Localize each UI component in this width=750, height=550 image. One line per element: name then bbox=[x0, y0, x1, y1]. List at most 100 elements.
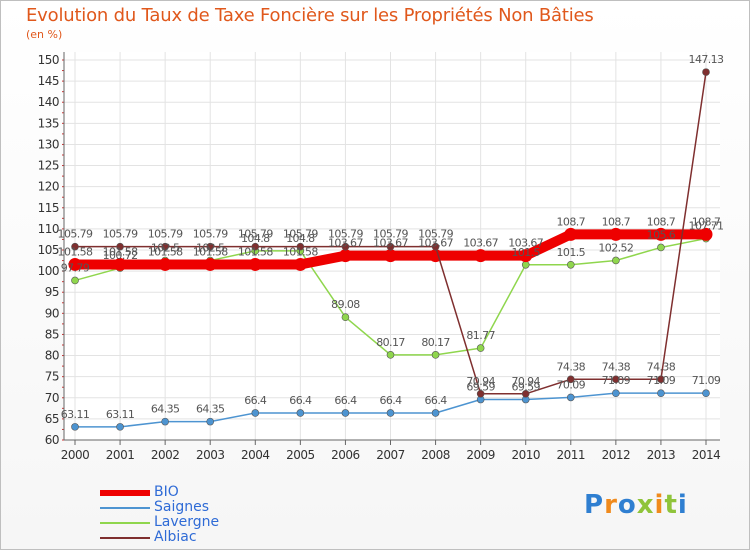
data-label-saignes: 71.09 bbox=[647, 374, 676, 387]
data-label-lavergne: 97.79 bbox=[61, 261, 90, 274]
y-tick-label: 60 bbox=[45, 433, 59, 447]
data-label-lavergne: 102.5 bbox=[196, 242, 225, 255]
y-tick-label: 90 bbox=[45, 306, 59, 320]
data-label-lavergne: 105.6 bbox=[647, 228, 676, 241]
data-label-albiac: 105.79 bbox=[193, 228, 228, 241]
y-tick-label: 70 bbox=[45, 391, 59, 405]
y-tick-label: 105 bbox=[38, 243, 59, 257]
data-point-bio bbox=[384, 249, 397, 263]
data-label-albiac: 105.79 bbox=[373, 228, 408, 241]
data-point-bio bbox=[564, 227, 578, 241]
logo-letter: t bbox=[664, 490, 678, 520]
data-label-lavergne: 80.17 bbox=[376, 336, 405, 349]
data-label-lavergne: 80.17 bbox=[421, 336, 450, 349]
x-tick-label: 2005 bbox=[286, 448, 315, 462]
y-axis-unit: (en %) bbox=[26, 28, 63, 41]
data-point-saignes bbox=[612, 389, 620, 397]
data-label-bio: 103.67 bbox=[508, 237, 543, 250]
y-tick-label: 80 bbox=[45, 349, 59, 363]
data-point-albiac bbox=[251, 242, 260, 251]
data-label-bio: 101.58 bbox=[193, 245, 228, 258]
data-label-lavergne: 100.72 bbox=[103, 249, 138, 262]
data-label-bio: 108.7 bbox=[557, 215, 586, 228]
data-label-lavergne: 81.77 bbox=[466, 329, 495, 342]
data-label-bio: 108.7 bbox=[602, 215, 631, 228]
data-label-bio: 103.67 bbox=[373, 237, 408, 250]
data-point-albiac bbox=[431, 242, 440, 251]
data-point-saignes bbox=[206, 417, 215, 426]
data-point-saignes bbox=[71, 423, 79, 431]
data-label-bio: 101.58 bbox=[238, 245, 273, 258]
data-point-bio bbox=[293, 257, 307, 271]
data-label-saignes: 64.35 bbox=[196, 403, 225, 416]
data-label-bio: 108.7 bbox=[692, 215, 721, 228]
data-point-bio bbox=[203, 257, 217, 271]
data-point-albiac bbox=[521, 390, 530, 398]
x-tick-label: 2000 bbox=[61, 448, 90, 462]
data-point-albiac bbox=[296, 242, 305, 251]
data-label-lavergne: 104.8 bbox=[241, 232, 270, 245]
logo-letter: i bbox=[654, 490, 665, 520]
logo-letter: r bbox=[604, 490, 618, 520]
data-point-saignes bbox=[386, 409, 395, 417]
data-label-lavergne: 101.5 bbox=[557, 246, 586, 259]
x-tick-label: 2014 bbox=[692, 448, 721, 462]
data-point-bio bbox=[113, 257, 127, 271]
y-tick-label: 75 bbox=[45, 370, 59, 384]
data-label-albiac: 70.94 bbox=[511, 375, 540, 388]
logo-letter: i bbox=[677, 490, 688, 520]
y-tick-label: 110 bbox=[38, 222, 59, 236]
data-label-bio: 101.58 bbox=[103, 245, 138, 258]
data-label-saignes: 66.4 bbox=[379, 394, 402, 407]
data-point-bio bbox=[609, 227, 623, 241]
data-label-bio: 101.58 bbox=[58, 245, 93, 258]
legend-label-albiac: Albiac bbox=[154, 529, 197, 545]
legend-label-saignes: Saignes bbox=[154, 499, 210, 515]
data-label-albiac: 74.38 bbox=[602, 360, 631, 373]
logo-letter: x bbox=[636, 490, 655, 520]
data-point-bio bbox=[158, 257, 172, 271]
data-point-saignes bbox=[296, 409, 305, 417]
y-tick-label: 100 bbox=[38, 264, 59, 278]
data-label-albiac: 147.13 bbox=[689, 53, 724, 66]
x-tick-label: 2006 bbox=[331, 448, 360, 462]
data-label-albiac: 105.79 bbox=[148, 228, 183, 241]
data-point-albiac bbox=[341, 242, 350, 251]
data-point-lavergne bbox=[476, 344, 485, 352]
x-tick-label: 2001 bbox=[106, 448, 135, 462]
data-label-saignes: 66.4 bbox=[289, 394, 312, 407]
data-label-bio: 103.67 bbox=[328, 237, 363, 250]
data-point-albiac bbox=[386, 242, 395, 251]
x-tick-label: 2009 bbox=[466, 448, 495, 462]
data-label-saignes: 69.59 bbox=[466, 381, 495, 394]
data-label-saignes: 70.09 bbox=[557, 378, 586, 391]
legend-swatch-bio bbox=[100, 490, 150, 496]
data-label-lavergne: 89.08 bbox=[331, 298, 360, 311]
data-label-albiac: 105.79 bbox=[58, 228, 93, 241]
y-tick-label: 85 bbox=[45, 327, 59, 341]
proxiti-logo: Proxiti bbox=[584, 490, 688, 520]
data-label-bio: 108.7 bbox=[647, 215, 676, 228]
data-point-saignes bbox=[566, 393, 575, 402]
data-point-saignes bbox=[161, 417, 169, 426]
data-label-albiac: 70.94 bbox=[466, 375, 495, 388]
legend-swatch-albiac bbox=[100, 537, 150, 539]
y-tick-label: 130 bbox=[38, 137, 59, 151]
data-label-bio: 103.67 bbox=[418, 237, 453, 250]
data-point-lavergne bbox=[386, 351, 395, 359]
x-tick-label: 2010 bbox=[511, 448, 540, 462]
data-point-albiac bbox=[612, 375, 620, 384]
y-tick-label: 95 bbox=[45, 285, 59, 299]
data-label-saignes: 66.4 bbox=[334, 394, 357, 407]
data-label-albiac: 105.79 bbox=[238, 228, 273, 241]
y-tick-label: 145 bbox=[38, 74, 59, 88]
data-point-bio bbox=[338, 249, 352, 263]
data-label-albiac: 105.79 bbox=[328, 228, 363, 241]
data-label-albiac: 105.79 bbox=[103, 228, 138, 241]
data-point-lavergne bbox=[612, 256, 620, 265]
data-point-bio bbox=[248, 257, 262, 271]
data-point-albiac bbox=[161, 242, 169, 251]
data-point-saignes bbox=[251, 409, 260, 417]
data-point-albiac bbox=[206, 242, 215, 251]
